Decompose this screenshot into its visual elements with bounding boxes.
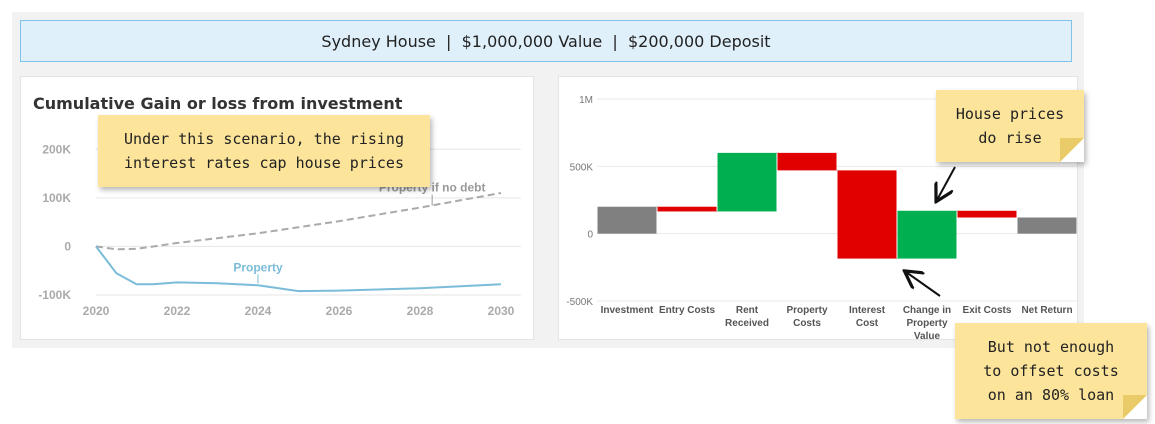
series-line-property: [95, 245, 502, 293]
x-tick-label: 2030: [488, 304, 515, 318]
waterfall-bar: [957, 210, 1017, 218]
scenario-banner-text: Sydney House | $1,000,000 Value | $200,0…: [321, 31, 771, 51]
x-tick-label: 2022: [164, 304, 191, 318]
series-line-property-no-debt: [95, 192, 502, 251]
x-tick-label: 2028: [407, 304, 434, 318]
waterfall-bar: [657, 206, 717, 212]
y-tick-label: 1M: [579, 95, 593, 106]
y-tick-label: -500K: [566, 297, 593, 308]
sticky-note-house-prices-rise: House prices do rise: [936, 90, 1084, 162]
panel-title: Cumulative Gain or loss from investment: [33, 94, 403, 113]
x-category-label: Net Return: [1021, 305, 1072, 316]
note-line: interest rates cap house prices: [124, 154, 404, 172]
x-category-label: Received: [725, 318, 769, 329]
page-fold-icon: [1060, 138, 1084, 162]
series-label-property: Property: [233, 260, 283, 274]
x-category-label: Costs: [793, 318, 821, 329]
x-category-label: Rent: [736, 305, 759, 316]
y-tick-label: 500K: [570, 162, 594, 173]
y-tick-label: 0: [587, 230, 593, 241]
y-tick-label: -100K: [38, 288, 71, 302]
waterfall-bar: [717, 152, 777, 212]
note-line: But not enough: [987, 338, 1115, 356]
waterfall-bar: [897, 210, 957, 259]
sticky-note-not-enough: But not enough to offset costs on an 80%…: [955, 323, 1147, 419]
scenario-banner: Sydney House | $1,000,000 Value | $200,0…: [20, 20, 1072, 62]
x-category-label: Investment: [601, 305, 654, 316]
x-tick-label: 2024: [245, 304, 272, 318]
waterfall-bar: [837, 170, 897, 259]
sticky-note-interest-rates: Under this scenario, the rising interest…: [98, 115, 430, 187]
x-category-label: Property: [906, 318, 948, 329]
waterfall-bar: [1017, 217, 1077, 234]
x-category-label: Change in: [903, 305, 951, 316]
note-line: House prices: [955, 105, 1065, 123]
note-line: do rise: [978, 129, 1042, 147]
waterfall-bar: [777, 152, 837, 171]
note-line: on an 80% loan: [987, 386, 1115, 404]
x-category-label: Value: [914, 331, 941, 341]
page-fold-icon: [1123, 395, 1147, 419]
y-tick-label: 0: [64, 239, 71, 253]
y-tick-label: 200K: [42, 142, 71, 156]
x-category-label: Entry Costs: [659, 305, 716, 316]
x-category-label: Interest: [849, 305, 886, 316]
x-category-label: Property: [786, 305, 828, 316]
cumulative-gain-line-chart: -100K 0 100K 200K 2020 2022 2024 2026 2028 2030 Pr…: [38, 142, 521, 318]
waterfall-bar: [597, 206, 657, 234]
y-tick-label: 100K: [42, 191, 71, 205]
x-tick-label: 2020: [83, 304, 110, 318]
x-tick-label: 2026: [326, 304, 353, 318]
x-category-label: Cost: [856, 318, 879, 329]
x-category-label: Exit Costs: [963, 305, 1012, 316]
note-line: Under this scenario, the rising: [124, 130, 404, 148]
note-line: to offset costs: [983, 362, 1119, 380]
